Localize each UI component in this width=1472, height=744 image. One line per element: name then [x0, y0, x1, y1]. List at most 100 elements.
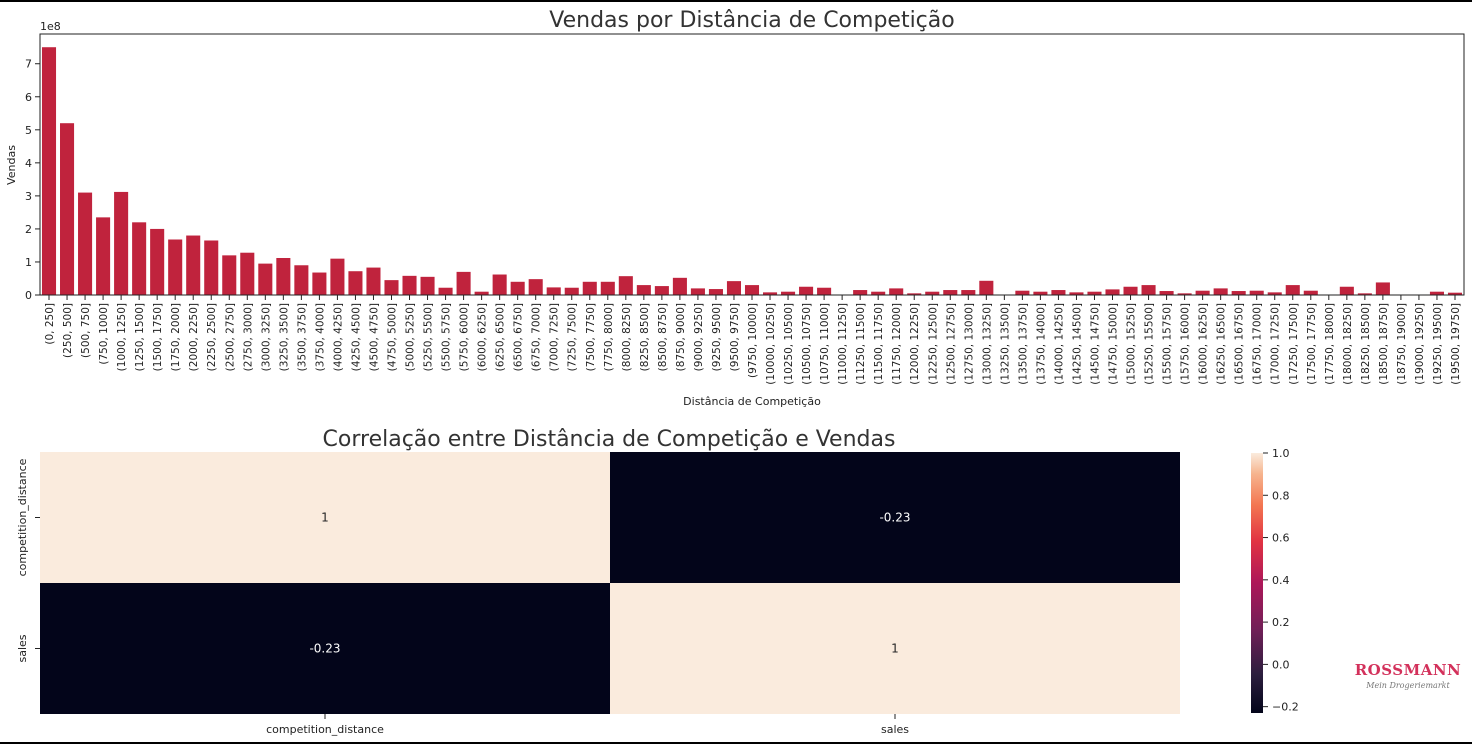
bar — [1375, 282, 1390, 295]
x-tick-label: (19000, 19250] — [1414, 303, 1426, 385]
x-tick-label: (15500, 15750] — [1162, 303, 1174, 385]
colorbar-tick-label: 0.8 — [1272, 489, 1290, 502]
x-tick-label: (13750, 14000] — [1035, 303, 1047, 385]
bar — [1213, 288, 1228, 295]
x-tick-label: (17000, 17250] — [1270, 303, 1282, 385]
bar — [961, 290, 976, 295]
y-tick-label: 4 — [25, 157, 32, 170]
bar — [492, 274, 507, 295]
colorbar-tick-label: −0.2 — [1272, 701, 1299, 714]
x-tick-label: (6000, 6250] — [477, 303, 489, 371]
y-tick-label: 6 — [25, 91, 32, 104]
x-tick-label: (3750, 4000] — [314, 303, 326, 371]
x-tick-label: (11250, 11500] — [855, 303, 867, 385]
bar — [78, 192, 93, 295]
x-tick-label: (5000, 5250] — [405, 303, 417, 371]
x-tick-label: (1750, 2000] — [170, 303, 182, 371]
bar — [1141, 285, 1156, 295]
x-tick-label: (3500, 3750] — [296, 303, 308, 371]
x-tick-label: (16750, 17000] — [1252, 303, 1264, 385]
bar — [474, 291, 489, 295]
bar — [510, 281, 525, 295]
y-tick-label: 0 — [25, 289, 32, 302]
x-tick-label: (8250, 8500] — [639, 303, 651, 371]
x-tick-label: (13500, 13750] — [1017, 303, 1029, 385]
bar — [781, 291, 796, 295]
bar — [1195, 290, 1210, 295]
bar — [744, 285, 760, 295]
bar-plot-frame — [39, 33, 1465, 296]
bar — [618, 276, 633, 295]
x-tick-label: (19250, 19500] — [1432, 303, 1444, 385]
x-tick-label: (5250, 5500] — [423, 303, 435, 371]
bar-chart: Vendas por Distância de Competição 1e8 V… — [5, 8, 1465, 408]
x-tick-label: (10500, 10750] — [801, 303, 813, 385]
x-tick-label: (10750, 11000] — [819, 303, 831, 385]
heatmap-annotation: -0.23 — [879, 511, 910, 525]
bar — [925, 291, 940, 295]
x-tick-label: (15750, 16000] — [1180, 303, 1192, 385]
bar — [456, 271, 471, 295]
bar — [690, 288, 705, 295]
bar — [672, 277, 687, 295]
bar — [907, 293, 922, 295]
x-tick-label: (11000, 11250] — [837, 303, 849, 385]
x-tick-label: (4250, 4500] — [350, 303, 362, 371]
bar — [384, 280, 399, 295]
bar — [546, 287, 561, 295]
x-tick-label: (6500, 6750] — [513, 303, 525, 371]
bar — [582, 281, 597, 295]
y-ticks: 0 1 2 3 4 5 6 7 — [25, 58, 40, 302]
x-tick-label: (9750, 10000] — [747, 303, 759, 378]
x-tick-label: (1250, 1500] — [134, 303, 146, 371]
x-tick-label: (9000, 9250] — [693, 303, 705, 371]
x-tick-label: (7000, 7250] — [549, 303, 561, 371]
x-tick-label: (18750, 19000] — [1396, 303, 1408, 385]
x-tick-label: (14500, 14750] — [1089, 303, 1101, 385]
bar — [168, 239, 183, 295]
x-tick-label: (15250, 15500] — [1144, 303, 1156, 385]
x-tick-label: (8500, 8750] — [657, 303, 669, 371]
heatmap-cell — [610, 452, 1180, 583]
bar — [1447, 292, 1463, 295]
bar — [636, 285, 651, 295]
bar — [1105, 289, 1120, 295]
logo-subtitle: Mein Drogeriemarkt — [1365, 681, 1450, 690]
y-offset-text: 1e8 — [40, 20, 61, 33]
x-tick-label: (4000, 4250] — [332, 303, 344, 371]
bar — [943, 290, 958, 295]
bar-chart-title: Vendas por Distância de Competição — [549, 8, 954, 33]
x-tick-label: (17750, 18000] — [1324, 303, 1336, 385]
x-tick-label: (7750, 8000] — [603, 303, 615, 371]
bar — [1033, 291, 1048, 295]
x-tick-label: (9500, 9750] — [729, 303, 741, 371]
x-tick-label: (5500, 5750] — [441, 303, 453, 371]
y-axis-label: Vendas — [5, 145, 18, 185]
bar — [1015, 290, 1030, 295]
bottom-border — [0, 742, 1472, 744]
bar — [726, 281, 742, 295]
bar — [762, 292, 778, 295]
x-tick-label: (8000, 8250] — [621, 303, 633, 371]
bar — [420, 276, 435, 295]
x-tick-label: (4750, 5000] — [386, 303, 398, 371]
x-tick-label: (17250, 17500] — [1288, 303, 1300, 385]
x-tick-label: (11750, 12000] — [891, 303, 903, 385]
bar — [1303, 290, 1318, 295]
x-tick-label: (3000, 3250] — [260, 303, 272, 371]
bar — [853, 290, 868, 295]
top-border — [0, 0, 1472, 2]
bar — [402, 275, 417, 295]
y-tick-label: 1 — [25, 256, 32, 269]
heatmap-cells: 1 -0.23 -0.23 1 — [40, 452, 1180, 714]
x-tick-label: (9250, 9500] — [711, 303, 723, 371]
x-tick-label: (6250, 6500] — [495, 303, 507, 371]
x-tick-label: (3250, 3500] — [278, 303, 290, 371]
bar — [1231, 291, 1246, 295]
heatmap-row-label: competition_distance — [16, 458, 29, 576]
bar — [817, 287, 832, 295]
bar — [600, 281, 615, 295]
bar — [41, 47, 57, 295]
